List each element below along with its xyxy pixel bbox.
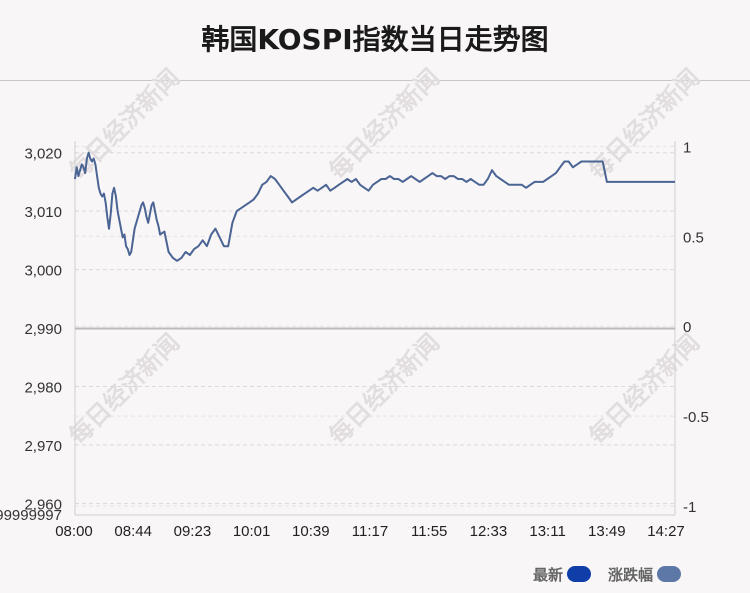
x-tick-label: 10:01 [233, 523, 271, 540]
legend-label-change: 涨跌幅 [608, 565, 654, 584]
y-left-tick-label: 3,020 [24, 146, 62, 163]
y-right-tick-label: 0 [683, 319, 691, 336]
x-tick-label: 08:00 [55, 523, 93, 540]
y-right-tick-label: 0.5 [683, 229, 704, 246]
watermark-text: 每日经济新闻 [64, 329, 186, 451]
legend-item-change: 涨跌幅 [608, 563, 682, 585]
y-right-tick-label: -0.5 [683, 409, 709, 426]
legend-swatch-change [657, 566, 682, 582]
x-tick-label: 11:17 [352, 523, 388, 540]
y-left-bottom-label: 2,959.9999999997 [0, 507, 62, 524]
kospi-price-line [74, 151, 675, 262]
watermark-text: 每日经济新闻 [324, 329, 446, 451]
legend-swatch-latest [567, 566, 592, 582]
y-left-tick-label: 3,010 [24, 204, 62, 221]
legend-item-latest: 最新 [533, 563, 592, 585]
left-axis-tick-labels: 3,020 3,010 3,000 2,990 2,980 2,970 2,9602,959… [0, 146, 62, 524]
watermark-text: 每日经济新闻 [584, 329, 706, 451]
title-divider [0, 80, 750, 81]
watermark-text: 每日经济新闻 [324, 64, 446, 186]
x-tick-label: 14:27 [647, 523, 685, 540]
y-left-tick-label: 2,990 [24, 321, 62, 338]
x-tick-label: 13:11 [529, 523, 565, 540]
y-left-tick-label: 2,970 [24, 438, 62, 455]
x-tick-label: 13:49 [588, 523, 626, 540]
x-tick-label: 12:33 [470, 523, 508, 540]
x-axis-tick-labels: 08:00 08:44 09:23 10:01 10:39 11:17 11:55 12:33… [55, 523, 685, 540]
x-tick-label: 11:55 [411, 523, 447, 540]
watermark-text: 每日经济新闻 [584, 64, 706, 186]
y-left-tick-label: 2,980 [24, 379, 62, 396]
x-tick-label: 09:23 [174, 523, 212, 540]
legend-label-latest: 最新 [533, 565, 564, 584]
chart-title: 韩国KOSPI指数当日走势图 [201, 23, 549, 56]
y-left-tick-label: 3,000 [24, 263, 62, 280]
x-tick-label: 10:39 [292, 523, 330, 540]
y-right-tick-label: 1 [683, 139, 691, 156]
right-axis-tick-labels: 1 0.5 0 -0.5 -1 [683, 139, 709, 516]
y-right-tick-label: -1 [683, 499, 696, 516]
y-left-tick-label: 2,960 [24, 496, 62, 513]
x-tick-label: 08:44 [114, 523, 152, 540]
gridlines [75, 145, 675, 507]
